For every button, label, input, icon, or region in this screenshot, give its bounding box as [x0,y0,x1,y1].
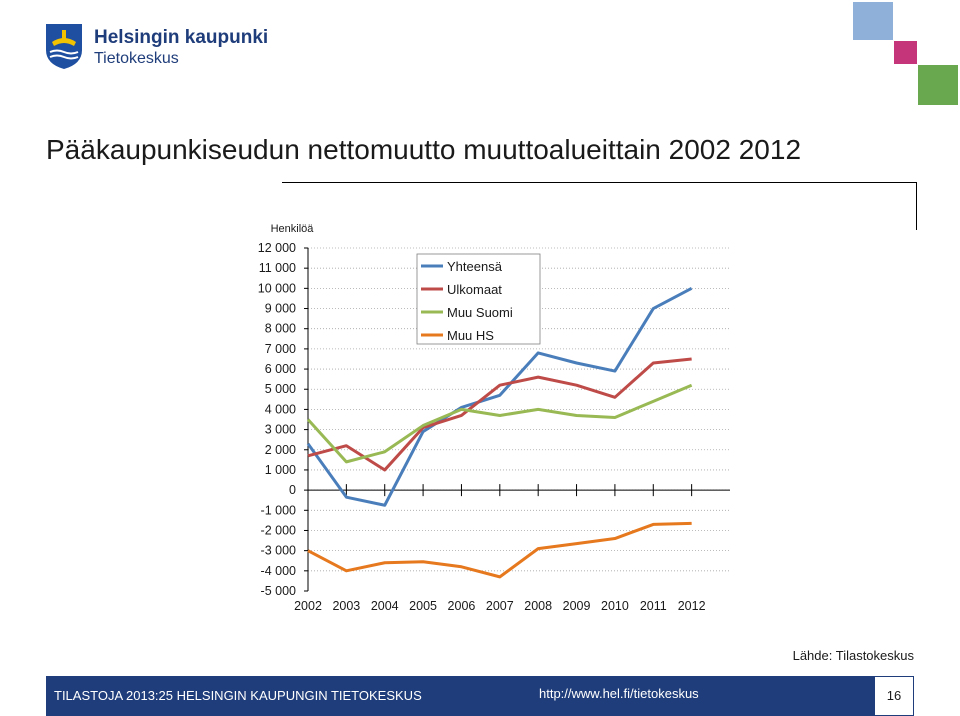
org-name: Helsingin kaupunki [94,27,269,48]
x-tick-label: 2007 [486,599,514,613]
legend-entry: Muu Suomi [447,305,513,320]
legend-entry: Muu HS [447,328,494,343]
x-tick-label: 2010 [601,599,629,613]
x-tick-label: 2008 [524,599,552,613]
logo: Helsingin kaupunki Tietokeskus [44,22,268,74]
x-tick-label: 2003 [332,599,360,613]
y-tick-label: 9 000 [265,302,296,316]
org-dept: Tietokeskus [94,50,179,67]
footer-url[interactable]: http://www.hel.fi/tietokeskus [539,686,699,701]
axes: 12 000 11 000 10 000 9 000 8 000 7 000 6 000 5 … [258,241,730,613]
x-tick-label: 2004 [371,599,399,613]
deco-square-pink [894,41,917,64]
y-tick-label: 0 [289,483,296,497]
chart-frame-top [282,182,916,183]
series-line [306,287,693,507]
x-tick-label: 2006 [448,599,476,613]
series-line [307,357,692,472]
y-tick-label: 3 000 [265,423,296,437]
page-title: Pääkaupunkiseudun nettomuutto muuttoalue… [46,134,802,165]
y-tick-label: 4 000 [265,402,296,416]
y-tick-label: 11 000 [259,261,296,275]
y-tick-label: -2 000 [261,523,296,537]
series-lines [306,287,693,579]
y-tick-label: 6 000 [265,362,296,376]
y-tick-label: 2 000 [265,443,296,457]
series-line [307,521,692,579]
chart-frame-right [916,182,917,230]
y-tick-label: 1 000 [265,463,296,477]
deco-square-blue [853,2,893,40]
x-tick-label: 2009 [563,599,591,613]
y-tick-label: 7 000 [265,342,296,356]
legend: Yhteensä Ulkomaat Muu Suomi Muu HS [416,253,541,345]
y-tick-label: -1 000 [261,503,296,517]
y-tick-label: 12 000 [258,241,296,255]
footer-publication: TILASTOJA 2013:25 HELSINGIN KAUPUNGIN TI… [54,688,422,703]
legend-entry: Ulkomaat [447,282,502,297]
legend-box [416,253,541,345]
source-note: Lähde: Tilastokeskus [792,648,914,663]
y-tick-label: -3 000 [261,544,296,558]
page-number: 16 [886,688,902,703]
legend-entry: Yhteensä [447,259,503,274]
helsinki-crest-icon [46,24,82,69]
y-tick-label: 8 000 [265,322,296,336]
y-tick-label: 10 000 [258,281,296,295]
x-tick-label: 2011 [640,599,667,613]
x-tick-label: 2005 [409,599,437,613]
page-number-box: 16 [874,676,914,716]
footer-bar: TILASTOJA 2013:25 HELSINGIN KAUPUNGIN TI… [46,676,914,716]
deco-square-green [918,65,958,105]
x-tick-label: 2002 [294,599,322,613]
series-line [306,383,693,464]
y-axis-label: Henkilöä [271,223,315,235]
y-tick-label: 5 000 [265,382,296,396]
y-tick-label: -4 000 [261,564,296,578]
y-tick-label: -5 000 [261,584,296,598]
x-tick-label: 2012 [678,599,706,613]
